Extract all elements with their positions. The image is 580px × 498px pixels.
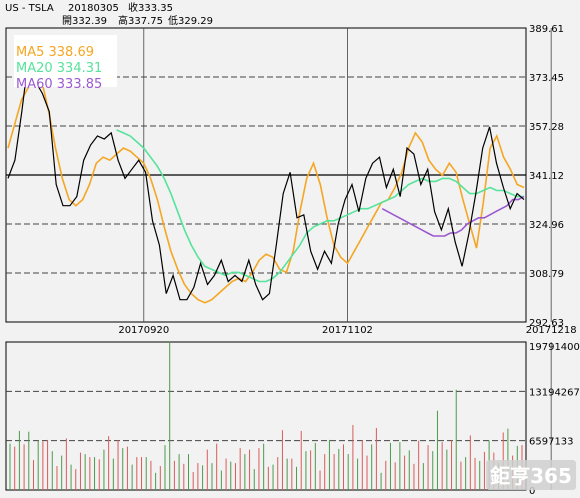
watermark-logo: 鉅亨365 (486, 460, 576, 490)
volume-y-tick-label: 6597133 (529, 437, 574, 448)
volume-gridlines (6, 390, 526, 442)
volume-y-axis: 19791400 13194267 6597133 0 (529, 342, 580, 497)
price-y-tick-label: 292.63 (529, 318, 564, 329)
price-y-tick-label: 308.79 (529, 269, 564, 280)
price-x-axis: 20170920201711022017121820180202 (118, 325, 577, 336)
x-tick-label: 20171218 (526, 325, 577, 336)
price-y-tick-label: 357.28 (529, 122, 564, 133)
watermark-text: 鉅亨365 (490, 464, 572, 488)
price-y-tick-label: 341.12 (529, 171, 564, 182)
date-label: 20180305 (68, 3, 119, 14)
price-y-axis: 389.61 373.45 357.28 341.12 324.96 308.79 292.… (529, 24, 564, 329)
ma5-line (7, 70, 525, 304)
symbol-label: US - TSLA (5, 3, 54, 14)
high-label: 高337.75 (118, 14, 163, 27)
price-panel: 389.61 373.45 357.28 341.12 324.96 308.79 292.… (5, 24, 577, 490)
ma20-legend: MA20 334.31 (16, 61, 102, 76)
watermark-box (486, 460, 576, 490)
volume-y-tick-label: 0 (529, 486, 535, 497)
x-tick-label: 20170920 (118, 325, 169, 336)
price-y-tick-label: 389.61 (529, 24, 564, 35)
volume-y-tick-label: 13194267 (529, 387, 580, 398)
volume-y-tick-label: 19791400 (529, 342, 580, 353)
close-label: 收333.35 (128, 1, 173, 14)
volume-panel-frame (5, 341, 527, 491)
ma20-line (116, 129, 524, 283)
open-label: 開332.39 (62, 15, 107, 27)
price-line (7, 56, 525, 301)
price-y-tick-label: 373.45 (529, 73, 564, 84)
chart-header: US - TSLA 20180305 收333.35 開332.39 高337.… (5, 1, 213, 27)
ma60-legend: MA60 333.85 (16, 77, 102, 92)
x-tick-label: 20171102 (322, 325, 373, 336)
legend-box (14, 35, 117, 87)
volume-panel: 19791400 13194267 6597133 0 (5, 341, 580, 497)
price-y-tick-label: 324.96 (529, 220, 564, 231)
price-series-group (7, 56, 525, 304)
ma5-legend: MA5 338.69 (16, 45, 94, 60)
low-label: 低329.29 (168, 14, 213, 27)
